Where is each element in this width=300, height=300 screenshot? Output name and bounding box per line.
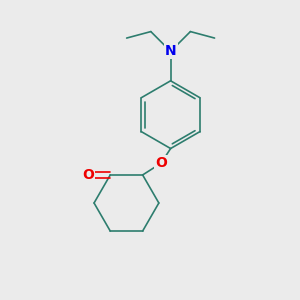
Text: O: O: [82, 168, 94, 182]
Text: O: O: [155, 156, 167, 170]
Text: N: N: [165, 44, 176, 58]
